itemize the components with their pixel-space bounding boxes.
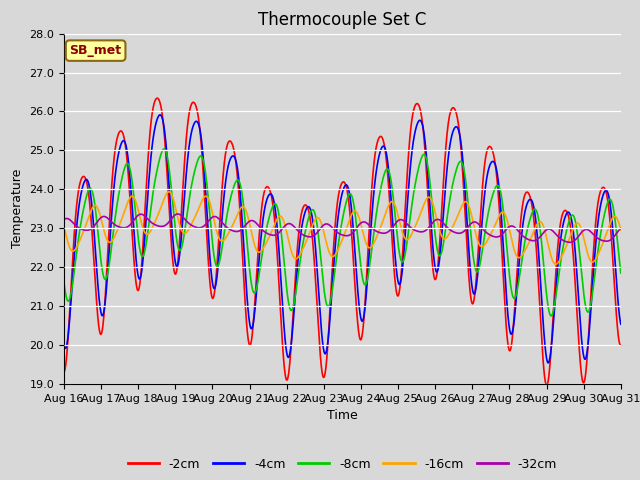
- -8cm: [547, 313, 555, 319]
- -2cm: [180, 176, 188, 182]
- -32cm: [174, 211, 182, 217]
- Text: SB_met: SB_met: [70, 44, 122, 57]
- X-axis label: Time: Time: [327, 409, 358, 422]
- -32cm: [564, 239, 572, 245]
- -4cm: [156, 112, 164, 118]
- Line: -32cm: -32cm: [64, 214, 621, 242]
- -4cm: [216, 246, 223, 252]
- -8cm: [60, 280, 68, 286]
- -32cm: [60, 216, 68, 222]
- -16cm: [60, 224, 68, 229]
- -4cm: [617, 321, 625, 327]
- -4cm: [617, 321, 625, 326]
- -16cm: [617, 227, 625, 232]
- -4cm: [545, 360, 552, 366]
- -8cm: [617, 269, 625, 275]
- Y-axis label: Temperature: Temperature: [11, 169, 24, 249]
- -8cm: [216, 258, 223, 264]
- -32cm: [216, 217, 223, 223]
- Legend: -2cm, -4cm, -8cm, -16cm, -32cm: -2cm, -4cm, -8cm, -16cm, -32cm: [123, 453, 562, 476]
- -2cm: [617, 342, 625, 348]
- -8cm: [564, 221, 572, 227]
- -32cm: [397, 217, 404, 223]
- -2cm: [617, 342, 625, 348]
- -4cm: [406, 162, 414, 168]
- -2cm: [60, 369, 68, 375]
- -8cm: [180, 236, 188, 242]
- -2cm: [543, 383, 550, 388]
- -16cm: [397, 224, 404, 229]
- -2cm: [564, 212, 572, 218]
- -2cm: [216, 222, 223, 228]
- -16cm: [216, 237, 223, 242]
- Line: -4cm: -4cm: [64, 115, 621, 363]
- -16cm: [552, 261, 559, 267]
- -32cm: [566, 240, 573, 245]
- -4cm: [397, 278, 404, 284]
- Line: -16cm: -16cm: [64, 192, 621, 264]
- Title: Thermocouple Set C: Thermocouple Set C: [258, 11, 427, 29]
- -32cm: [406, 225, 414, 230]
- -2cm: [154, 95, 161, 101]
- -4cm: [60, 342, 68, 348]
- -32cm: [617, 226, 625, 231]
- -8cm: [617, 270, 625, 276]
- Line: -8cm: -8cm: [64, 149, 621, 316]
- -2cm: [397, 276, 404, 282]
- -32cm: [617, 226, 625, 231]
- -4cm: [180, 207, 188, 213]
- Line: -2cm: -2cm: [64, 98, 621, 385]
- -8cm: [406, 212, 414, 218]
- -16cm: [406, 233, 414, 239]
- -4cm: [564, 209, 572, 215]
- -16cm: [180, 230, 188, 236]
- -16cm: [165, 189, 173, 194]
- -8cm: [397, 257, 404, 263]
- -2cm: [406, 128, 414, 133]
- -32cm: [180, 215, 188, 221]
- -16cm: [617, 227, 625, 233]
- -8cm: [160, 146, 168, 152]
- -16cm: [564, 239, 572, 245]
